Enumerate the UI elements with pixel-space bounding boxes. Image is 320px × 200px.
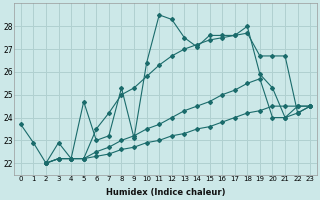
X-axis label: Humidex (Indice chaleur): Humidex (Indice chaleur) [106, 188, 225, 197]
